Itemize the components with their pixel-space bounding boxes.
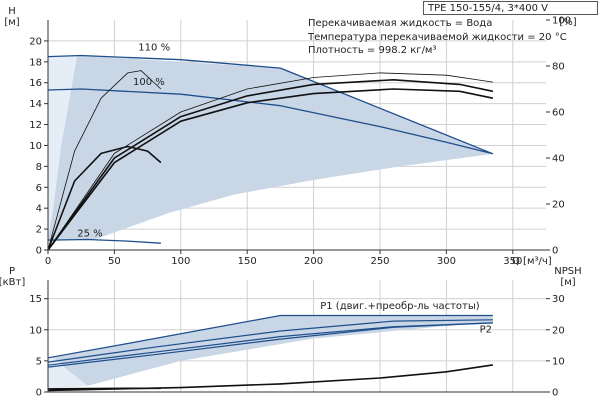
y2-tick-label: 20 — [552, 325, 565, 336]
x-tick-label: 0 — [45, 256, 51, 267]
y-tick-label: 14 — [29, 99, 42, 110]
y-axis-label: [м] — [4, 17, 19, 28]
y2-tick-label: 100 — [552, 16, 571, 27]
x-tick-label: 350 — [503, 256, 522, 267]
pump-model-label: TPE 150-155/4, 3*400 V — [423, 1, 598, 15]
series-line-power — [47, 322, 493, 368]
y2-tick-label: 40 — [552, 154, 565, 165]
operating-envelope-light — [48, 55, 78, 250]
y-tick-label: 0 — [36, 246, 42, 257]
y-tick-label: 12 — [29, 120, 42, 131]
y2-axis-label: [м] — [560, 277, 575, 288]
series-line-npsh — [47, 364, 494, 392]
series-line-efficiency — [47, 88, 494, 251]
curve-label: P2 — [480, 324, 492, 335]
y2-tick-label: 30 — [552, 294, 565, 305]
y2-tick-label: 0 — [552, 246, 558, 257]
y-tick-label: 2 — [36, 225, 42, 236]
x-tick-label: 300 — [437, 256, 456, 267]
y2-tick-label: 20 — [552, 200, 565, 211]
series-line-power — [47, 319, 493, 363]
series-line-pump — [47, 54, 494, 155]
y-axis-label: H — [8, 6, 16, 17]
y-tick-label: 5 — [36, 356, 42, 367]
series-line-efficiency — [47, 79, 494, 251]
operating-envelope — [48, 55, 493, 250]
fluid-temperature-line: Температура перекачиваемой жидкости = 20… — [308, 32, 567, 43]
x-tick-label: 200 — [304, 256, 323, 267]
y-tick-label: 18 — [29, 57, 42, 68]
y2-tick-label: 80 — [552, 62, 565, 73]
fluid-density-line: Плотность = 998.2 кг/м³ — [308, 45, 437, 56]
y2-tick-label: 60 — [552, 108, 565, 119]
x-tick-label: 250 — [370, 256, 389, 267]
y-tick-label: 20 — [29, 36, 42, 47]
x-tick-label: 150 — [238, 256, 257, 267]
y-tick-label: 16 — [29, 78, 42, 89]
x-tick-label: 50 — [108, 256, 121, 267]
y-tick-label: 10 — [29, 141, 42, 152]
series-line-pump — [47, 238, 161, 244]
operating-envelope — [48, 315, 493, 389]
y2-tick-label: 0 — [552, 388, 558, 399]
y-tick-label: 6 — [36, 183, 42, 194]
series-line-efficiency — [47, 72, 493, 251]
y2-axis-label: [%] — [559, 17, 576, 28]
y-tick-label: 10 — [29, 325, 42, 336]
y-tick-label: 15 — [29, 294, 42, 305]
fluid-name-line: Перекачиваемая жидкость = Вода — [308, 18, 493, 29]
y-axis-label: [кВт] — [0, 277, 25, 288]
series-line-pump — [47, 88, 494, 155]
series-line-efficiency — [47, 70, 162, 251]
power-chart: 0 5 10 15 0 10 20 30 P[кВт] NPSH[м] P1 (двиг.+прео… — [0, 266, 582, 399]
curve-label: 25 % — [77, 228, 102, 239]
curve-label: 110 % — [138, 42, 170, 53]
y-tick-label: 4 — [36, 204, 42, 215]
curve-label: 100 % — [133, 77, 165, 88]
x-tick-label: 100 — [171, 256, 190, 267]
series-line-power — [47, 314, 493, 359]
y2-axis-label: NPSH — [554, 266, 581, 277]
y-axis-label: P — [9, 266, 15, 277]
curve-label: P1 (двиг.+преобр-ль частоты) — [320, 301, 480, 312]
y-tick-label: 8 — [36, 162, 42, 173]
x-axis-label: Q [м³/ч] — [512, 256, 552, 267]
series-line-efficiency — [47, 145, 162, 251]
y-tick-label: 0 — [36, 388, 42, 399]
y2-tick-label: 10 — [552, 356, 565, 367]
